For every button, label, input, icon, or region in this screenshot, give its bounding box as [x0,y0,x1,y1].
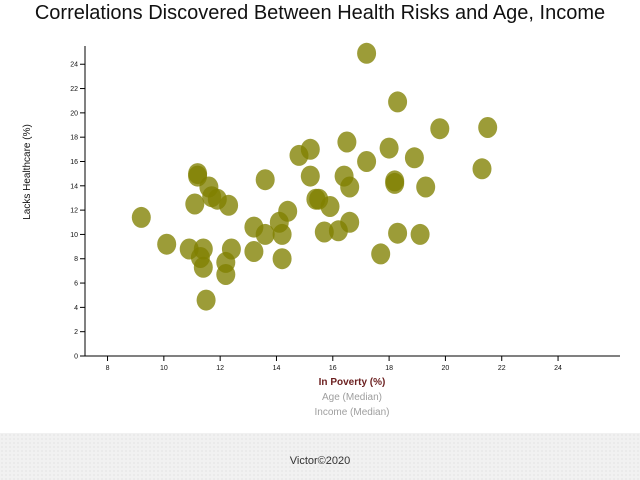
x-tick-label-12: 12 [216,365,224,372]
data-point-40[interactable] [379,137,399,159]
x-tick-label-18: 18 [385,365,393,372]
data-point-7[interactable] [193,238,213,260]
data-point-49[interactable] [472,158,492,180]
data-point-43[interactable] [388,222,408,244]
y-tick-label-4: 4 [74,305,78,312]
x-tick-label-10: 10 [160,365,168,372]
data-point-39[interactable] [371,243,391,265]
points-layer [131,42,498,311]
data-point-36[interactable] [340,176,360,198]
data-point-26[interactable] [300,165,320,187]
data-point-9[interactable] [196,289,216,311]
y-tick-label-8: 8 [74,256,78,263]
data-point-37[interactable] [357,42,377,64]
data-point-8[interactable] [193,256,213,278]
data-point-23[interactable] [272,248,292,270]
x-tick-label-24: 24 [554,365,562,372]
x-tick-label-20: 20 [442,365,450,372]
data-point-31[interactable] [320,196,340,217]
data-point-50[interactable] [478,117,498,138]
data-point-35[interactable] [340,211,360,233]
y-tick-label-0: 0 [74,354,78,361]
data-point-15[interactable] [219,194,239,216]
y-tick-label-2: 2 [74,329,78,336]
y-tick-label-12: 12 [70,208,78,215]
data-point-1[interactable] [157,233,177,255]
data-point-45[interactable] [404,147,424,169]
data-point-19[interactable] [255,223,275,245]
x-tick-label-14: 14 [273,365,281,372]
data-point-30[interactable] [314,221,334,243]
y-tick-label-18: 18 [70,135,78,142]
data-point-20[interactable] [255,169,275,191]
footer-credit: Victor©2020 [289,455,351,467]
data-point-24[interactable] [278,200,298,222]
footer: Victor©2020 [0,433,640,480]
y-tick-label-22: 22 [70,86,78,93]
y-tick-label-6: 6 [74,281,78,288]
data-point-48[interactable] [430,118,450,140]
data-point-34[interactable] [337,131,357,153]
x-axis-label-income[interactable]: Income (Median) [314,407,389,418]
x-axis-label-poverty[interactable]: In Poverty (%) [319,377,386,388]
data-point-47[interactable] [416,176,436,198]
data-point-46[interactable] [410,223,430,245]
y-tick-label-20: 20 [70,110,78,117]
x-ticks: 8 10 12 14 16 18 20 22 24 [106,356,562,372]
x-tick-label-22: 22 [498,365,506,372]
data-point-0[interactable] [131,206,151,228]
x-tick-label-8: 8 [106,365,110,372]
data-point-38[interactable] [357,151,377,172]
data-point-27[interactable] [300,138,320,160]
data-point-42[interactable] [385,172,405,194]
scatter-chart: 8 10 12 14 16 18 20 22 24 024681012141618202224 … [22,42,620,418]
chart-title: Correlations Discovered Between Health R… [34,2,606,24]
x-axis-label-age[interactable]: Age (Median) [322,392,382,403]
data-point-44[interactable] [388,91,408,113]
y-tick-label-24: 24 [70,62,78,69]
y-axis-label[interactable]: Lacks Healthcare (%) [22,124,33,220]
data-point-18[interactable] [244,241,264,262]
y-tick-label-14: 14 [70,183,78,190]
y-tick-label-10: 10 [70,232,78,239]
data-point-3[interactable] [185,193,205,215]
data-point-16[interactable] [221,238,241,260]
y-tick-label-16: 16 [70,159,78,166]
x-tick-label-16: 16 [329,365,337,372]
data-point-22[interactable] [272,223,292,245]
